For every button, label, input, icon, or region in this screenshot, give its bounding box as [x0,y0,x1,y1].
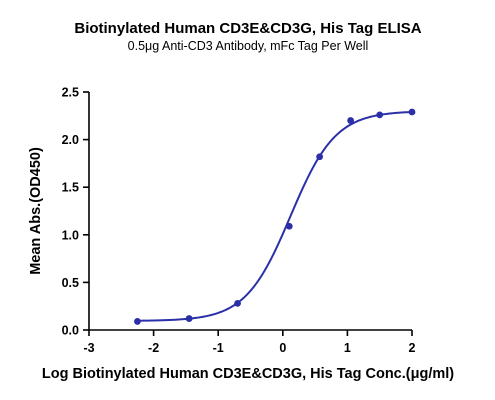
data-point [316,153,324,161]
y-tick-label: 1.0 [62,228,79,242]
y-tick-label: 0.5 [62,276,79,290]
data-points [134,108,416,325]
chart-title: Biotinylated Human CD3E&CD3G, His Tag EL… [74,20,421,37]
x-tick-label: -3 [83,341,94,355]
data-point [347,117,355,124]
data-point [408,108,416,116]
y-tick-label: 1.5 [62,181,79,195]
y-tick-label: 0.0 [62,324,79,338]
y-axis-label: Mean Abs.(OD450) [28,147,44,275]
x-tick-label: -2 [148,341,159,355]
data-point [285,222,293,230]
x-ticks: -3 -2 -1 0 1 2 [83,330,416,355]
y-tick-label: 2.5 [62,86,79,100]
axes [88,92,412,331]
x-axis-label: Log Biotinylated Human CD3E&CD3G, His Ta… [42,366,454,382]
x-tick-label: 2 [409,341,416,355]
data-point [185,315,193,322]
chart-subtitle: 0.5μg Anti-CD3 Antibody, mFc Tag Per Wel… [128,39,369,53]
x-tick-label: -1 [213,341,224,355]
x-tick-label: 0 [279,341,286,355]
x-tick-label: 1 [344,341,351,355]
data-point [376,111,384,119]
y-tick-label: 2.0 [62,133,79,147]
data-point [234,299,241,307]
fit-curves [137,110,413,322]
y-ticks: 0.0 0.5 1.0 1.5 2.0 2.5 [62,86,89,338]
fit-curve [137,110,413,322]
data-point [134,318,141,325]
